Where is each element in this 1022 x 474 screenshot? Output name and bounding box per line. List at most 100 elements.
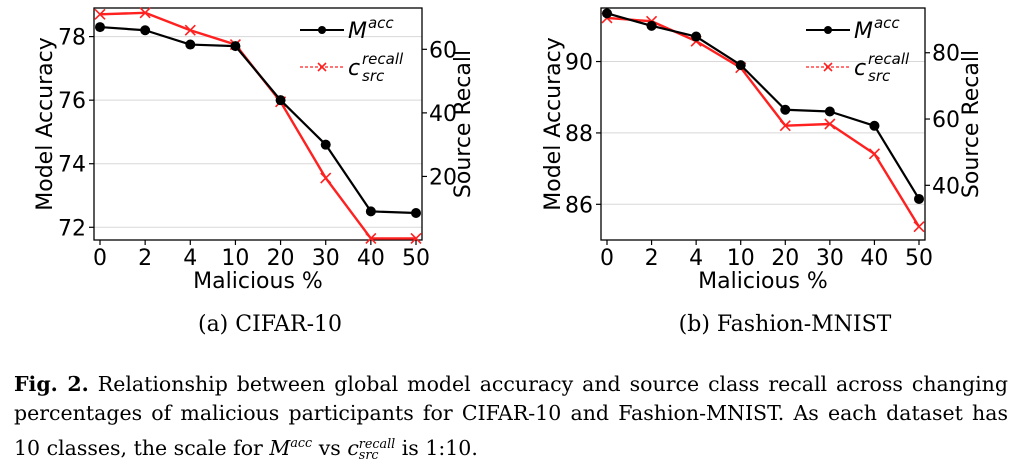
data-point-recall xyxy=(824,118,836,130)
legend-entry-recall: c xyxy=(806,56,866,81)
legend-label-accuracy: Macc xyxy=(854,14,900,44)
legend-swatch-accuracy-marker xyxy=(318,26,326,34)
legend-label-recall: c xyxy=(348,56,360,81)
caption-label: Fig. 2. xyxy=(14,372,89,396)
y2-tick-label: 80 xyxy=(932,42,960,67)
x-tick-label: 20 xyxy=(267,246,295,271)
legend-entry-accuracy: Macc xyxy=(300,14,394,44)
caption-m-base: M xyxy=(269,435,291,460)
data-point-recall xyxy=(94,8,106,20)
y2-tick-label: 60 xyxy=(932,108,960,133)
legend-label-accuracy: Macc xyxy=(348,14,394,44)
data-point-accuracy xyxy=(914,193,924,204)
data-point-accuracy xyxy=(646,20,657,31)
data-point-accuracy xyxy=(320,139,331,150)
x-tick-label: 4 xyxy=(183,246,197,271)
series-line-recall xyxy=(99,11,416,240)
data-point-recall xyxy=(365,232,377,244)
data-point-accuracy xyxy=(275,95,286,106)
x-axis-label: Malicious % xyxy=(698,269,828,294)
legend-label-recall: c xyxy=(854,56,866,81)
data-point-recall xyxy=(320,172,332,184)
legend-recall-sub: src xyxy=(362,67,385,85)
legend-recall-base: c xyxy=(854,56,866,81)
caption-c-sub: src xyxy=(358,447,379,463)
x-tick-label: 0 xyxy=(600,246,614,271)
data-point-recall xyxy=(410,232,422,244)
y2-axis-label: Source Recall xyxy=(451,50,476,198)
chart-cifar10: 72 74 76 78 20 40 60 0 2 4 10 20 30 40 50 Malicious % Mo… xyxy=(33,7,476,294)
x-tick-label: 10 xyxy=(727,246,755,271)
y-tick-label: 90 xyxy=(565,51,593,76)
x-tick-label: 20 xyxy=(771,246,799,271)
legend-entry-accuracy: Macc xyxy=(806,14,900,44)
x-tick-label: 2 xyxy=(645,246,659,271)
y-tick-label: 78 xyxy=(58,26,86,51)
plot-frame xyxy=(93,7,423,241)
x-tick-label: 30 xyxy=(816,246,844,271)
y-tick-label: 72 xyxy=(58,216,86,241)
data-point-accuracy xyxy=(365,206,376,217)
x-tick-label: 50 xyxy=(402,246,430,271)
x-tick-label: 40 xyxy=(860,246,888,271)
series-line-accuracy xyxy=(606,12,920,200)
data-point-recall xyxy=(779,120,791,132)
legend-recall-sub: src xyxy=(868,67,891,85)
legend-acc-base: M xyxy=(348,19,367,44)
x-tick-label: 4 xyxy=(689,246,703,271)
data-point-recall xyxy=(868,148,880,160)
caption-c-base: c xyxy=(347,435,359,460)
data-point-accuracy xyxy=(95,22,105,33)
data-point-recall xyxy=(184,24,196,36)
legend-swatch-recall-marker xyxy=(823,62,833,72)
legend-swatch-accuracy-marker xyxy=(824,26,832,34)
data-point-accuracy xyxy=(780,104,791,115)
legend-recall-sup: recall xyxy=(868,50,910,68)
data-point-accuracy xyxy=(691,31,702,42)
data-point-recall xyxy=(139,7,151,19)
y-tick-label: 76 xyxy=(58,89,86,114)
x-axis-label: Malicious % xyxy=(193,269,323,294)
series-line-accuracy xyxy=(99,25,417,215)
data-point-accuracy xyxy=(735,60,746,71)
legend-acc-base: M xyxy=(854,19,873,44)
x-tick-label: 2 xyxy=(138,246,152,271)
legend-swatch-recall-marker xyxy=(317,62,327,72)
y2-tick-label: 40 xyxy=(429,102,457,127)
subcaption-fashion-mnist: (b) Fashion-MNIST xyxy=(678,312,892,337)
y-tick-label: 74 xyxy=(58,153,86,178)
y2-tick-label: 20 xyxy=(429,165,457,190)
legend-acc-sup: acc xyxy=(368,14,394,32)
data-point-accuracy xyxy=(185,39,196,50)
x-tick-label: 50 xyxy=(905,246,933,271)
x-tick-label: 10 xyxy=(221,246,249,271)
chart-fashion-mnist: 86 88 90 40 60 80 0 2 4 10 20 30 40 50 Malicious % Mode… xyxy=(541,7,984,294)
data-point-accuracy xyxy=(602,8,612,19)
data-point-accuracy xyxy=(824,106,835,117)
legend-entry-recall: c xyxy=(300,56,360,81)
y-axis-label: Model Accuracy xyxy=(541,37,566,211)
subcaption-cifar10: (a) CIFAR-10 xyxy=(197,312,343,337)
data-point-accuracy xyxy=(140,25,151,36)
y-tick-label: 86 xyxy=(565,193,593,218)
y2-tick-label: 60 xyxy=(429,38,457,63)
caption-text-2: is 1:10. xyxy=(395,435,478,460)
caption-m-sup: acc xyxy=(290,435,313,450)
data-point-accuracy xyxy=(230,41,241,52)
y2-tick-label: 40 xyxy=(932,174,960,199)
caption-text-1: Relationship between global model accura… xyxy=(14,372,1008,460)
y-tick-label: 88 xyxy=(565,122,593,147)
legend-recall-base: c xyxy=(348,56,360,81)
data-point-accuracy xyxy=(411,207,421,218)
legend-recall-sup: recall xyxy=(362,50,404,68)
data-point-accuracy xyxy=(869,120,880,131)
data-point-recall xyxy=(913,221,925,233)
plot-frame xyxy=(600,7,926,241)
x-tick-label: 0 xyxy=(93,246,107,271)
series-line-recall xyxy=(606,16,921,228)
y2-axis-label: Source Recall xyxy=(959,50,984,198)
x-tick-label: 40 xyxy=(357,246,385,271)
legend-acc-sup: acc xyxy=(874,14,900,32)
caption-c-subsup: recall src xyxy=(358,437,395,463)
